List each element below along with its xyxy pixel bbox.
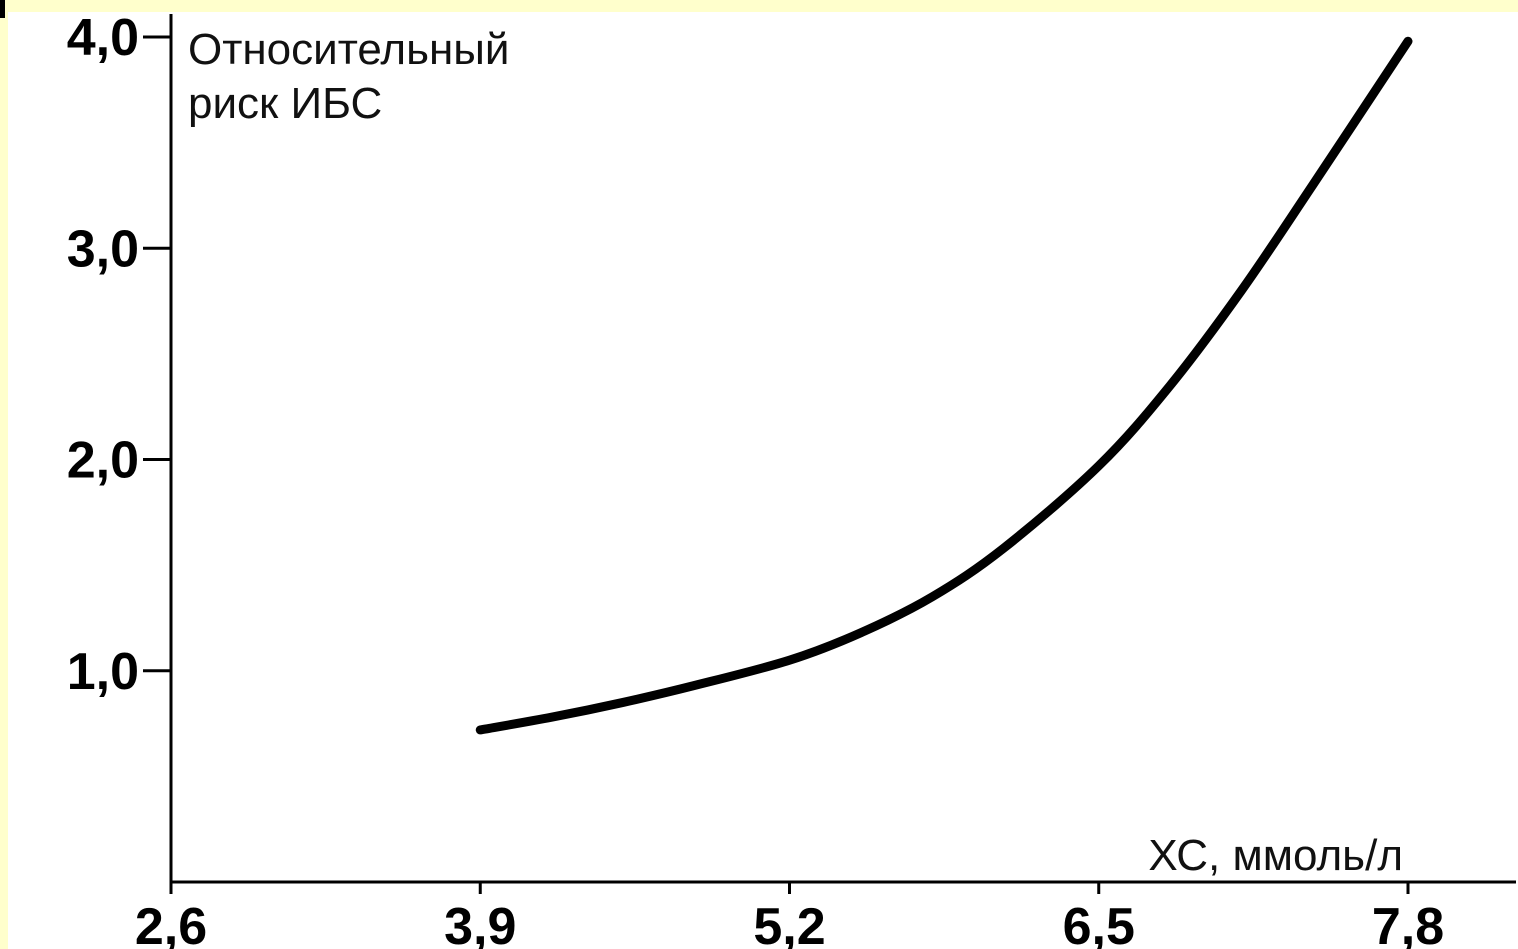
risk-curve [475, 36, 1413, 735]
y-axis-label-line-1: Относительный [188, 25, 510, 74]
y-tick-label: 2,0 [67, 432, 139, 490]
x-tick-label: 2,6 [135, 898, 207, 949]
x-tick-label: 5,2 [753, 898, 825, 949]
chart-svg: 2,6 3,9 5,2 6,5 7,8 1,0 2,0 3,0 4,0 Относительны… [67, 12, 1516, 949]
y-axis-label-line-2: риск ИБС [188, 79, 382, 128]
ticks: 2,6 3,9 5,2 6,5 7,8 1,0 2,0 3,0 4,0 [67, 12, 1444, 949]
x-tick-label: 7,8 [1372, 898, 1444, 949]
y-tick-label: 1,0 [67, 643, 139, 701]
series [475, 36, 1413, 735]
chart: 2,6 3,9 5,2 6,5 7,8 1,0 2,0 3,0 4,0 Относительны… [8, 12, 1518, 949]
x-axis-label: ХС, ммоль/л [1148, 831, 1403, 880]
x-tick-label: 6,5 [1063, 898, 1135, 949]
x-tick-label: 3,9 [444, 898, 516, 949]
y-tick-label: 3,0 [67, 220, 139, 278]
y-tick-label: 4,0 [67, 12, 139, 67]
axis-labels: Относительный риск ИБС ХС, ммоль/л [188, 25, 1403, 880]
axes [169, 14, 1516, 884]
corner-mark [0, 0, 5, 18]
